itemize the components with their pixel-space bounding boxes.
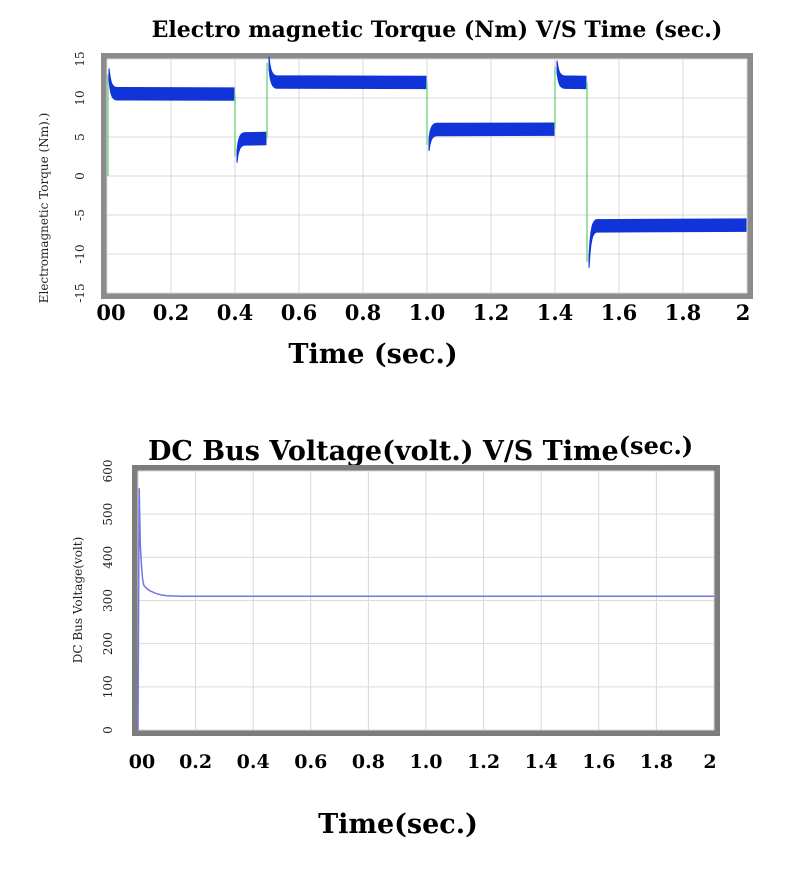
torque-segment-2 xyxy=(236,131,267,163)
y-tick-label: 600 xyxy=(101,460,115,483)
y-tick-label: -10 xyxy=(73,244,87,263)
x-tick-label: 00 xyxy=(96,300,125,325)
x-tick-label: 1.4 xyxy=(537,300,574,325)
voltage-series xyxy=(137,488,714,731)
voltage-line xyxy=(137,488,714,731)
x-tick-label: 00 xyxy=(129,751,155,773)
y-tick-label: 5 xyxy=(73,133,87,141)
y-tick-label: -15 xyxy=(73,283,87,302)
x-tick-label: 1.8 xyxy=(665,300,702,325)
x-tick-label: 0.6 xyxy=(294,751,327,773)
y-tick-label: 100 xyxy=(101,675,115,698)
x-tick-label: 2 xyxy=(736,300,751,325)
y-tick-label: 10 xyxy=(73,90,87,105)
x-tick-label: 1.0 xyxy=(409,300,446,325)
y-tick-label: 500 xyxy=(101,503,115,526)
x-tick-label: 0.2 xyxy=(153,300,190,325)
x-tick-label: 0.8 xyxy=(352,751,385,773)
x-tick-label: 1.6 xyxy=(601,300,638,325)
x-tick-label: 1.0 xyxy=(409,751,442,773)
x-tick-label: 0.4 xyxy=(217,300,254,325)
torque-series xyxy=(107,56,747,269)
x-tick-label: 0.6 xyxy=(281,300,318,325)
torque-x-axis-label: Time (sec.) xyxy=(288,339,457,370)
y-tick-label: 300 xyxy=(101,589,115,612)
voltage-y-ticks: 0 100 200 300 400 500 600 xyxy=(101,460,115,734)
x-tick-label: 1.4 xyxy=(525,751,558,773)
x-tick-label: 1.2 xyxy=(473,300,510,325)
torque-y-ticks: -15 -10 -5 0 5 10 15 xyxy=(73,51,87,302)
x-tick-label: 1.2 xyxy=(467,751,500,773)
torque-plot-area xyxy=(101,53,753,299)
y-tick-label: 400 xyxy=(101,546,115,569)
torque-grid xyxy=(106,58,748,294)
y-tick-label: 15 xyxy=(73,51,87,66)
y-tick-label: 0 xyxy=(101,726,115,734)
voltage-plot-area xyxy=(132,465,720,736)
voltage-grid xyxy=(137,470,715,731)
torque-segment-4 xyxy=(428,122,555,152)
voltage-chart-title: DC Bus Voltage(volt.) V/S Time(sec.) xyxy=(148,431,693,467)
y-tick-label: 200 xyxy=(101,632,115,655)
y-tick-label: 0 xyxy=(73,172,87,180)
voltage-x-ticks: 00 0.2 0.4 0.6 0.8 1.0 1.2 1.4 1.6 1.8 2 xyxy=(129,751,717,773)
torque-segment-1 xyxy=(108,68,235,101)
torque-segment-6 xyxy=(588,218,747,269)
y-tick-label: -5 xyxy=(73,209,87,221)
torque-y-axis-label: Electromagnetic Torque (Nm).) xyxy=(37,113,51,304)
x-tick-label: 1.6 xyxy=(582,751,615,773)
torque-segment-5 xyxy=(556,60,587,90)
x-tick-label: 0.2 xyxy=(179,751,212,773)
torque-x-ticks: 00 0.2 0.4 0.6 0.8 1.0 1.2 1.4 1.6 1.8 2 xyxy=(96,300,750,325)
voltage-y-axis-label: DC Bus Voltage(volt) xyxy=(71,537,85,664)
x-tick-label: 0.4 xyxy=(237,751,270,773)
torque-chart-title: Electro magnetic Torque (Nm) V/S Time (s… xyxy=(152,17,723,43)
x-tick-label: 1.8 xyxy=(640,751,673,773)
torque-segment-3 xyxy=(268,56,427,90)
voltage-x-axis-label: Time(sec.) xyxy=(318,809,478,840)
x-tick-label: 2 xyxy=(703,751,716,773)
x-tick-label: 0.8 xyxy=(345,300,382,325)
